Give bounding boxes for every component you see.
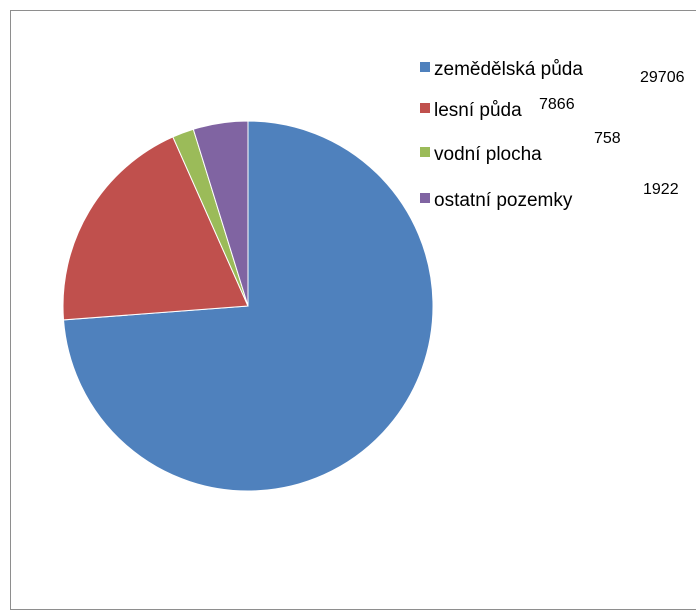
legend-swatch-zemedelska-puda: [420, 62, 430, 72]
value-labels: 29706 7866 758 1922: [539, 69, 685, 198]
legend-label-ostatni-pozemky: ostatní pozemky: [434, 190, 573, 211]
value-label-zemedelska-puda: 29706: [640, 69, 685, 86]
legend-label-lesni-puda: lesní půda: [434, 100, 522, 121]
legend-label-vodni-plocha: vodní plocha: [434, 144, 542, 165]
value-label-vodni-plocha: 758: [594, 130, 621, 147]
slice-lesni-puda: [62, 136, 249, 321]
value-label-lesni-puda: 7866: [539, 96, 575, 113]
legend-swatch-lesni-puda: [420, 103, 430, 113]
value-label-ostatni-pozemky: 1922: [643, 181, 679, 198]
chart-legend: zemědělská půda lesní půda vodní plocha …: [420, 59, 583, 211]
legend-swatch-ostatni-pozemky: [420, 193, 430, 203]
legend-swatch-vodni-plocha: [420, 147, 430, 157]
slice-ostatni-pozemky: [192, 120, 249, 307]
pie-slices: [62, 120, 434, 492]
pie-chart: zemědělská půda lesní půda vodní plocha …: [62, 59, 685, 492]
legend-label-zemedelska-puda: zemědělská půda: [434, 59, 583, 80]
